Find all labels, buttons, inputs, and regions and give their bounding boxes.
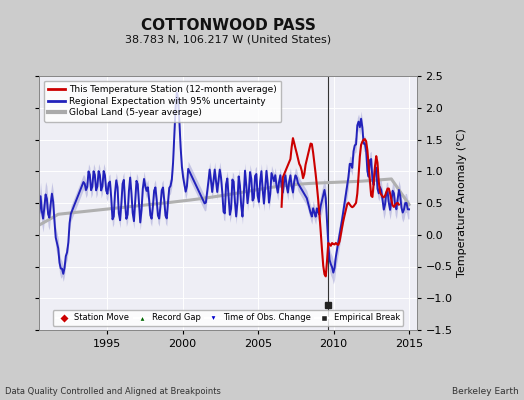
Text: Data Quality Controlled and Aligned at Breakpoints: Data Quality Controlled and Aligned at B… [5,387,221,396]
Y-axis label: Temperature Anomaly (°C): Temperature Anomaly (°C) [457,129,467,277]
Text: Berkeley Earth: Berkeley Earth [452,387,519,396]
Text: 38.783 N, 106.217 W (United States): 38.783 N, 106.217 W (United States) [125,34,331,44]
Text: COTTONWOOD PASS: COTTONWOOD PASS [140,18,315,33]
Legend: Station Move, Record Gap, Time of Obs. Change, Empirical Break: Station Move, Record Gap, Time of Obs. C… [53,310,403,326]
